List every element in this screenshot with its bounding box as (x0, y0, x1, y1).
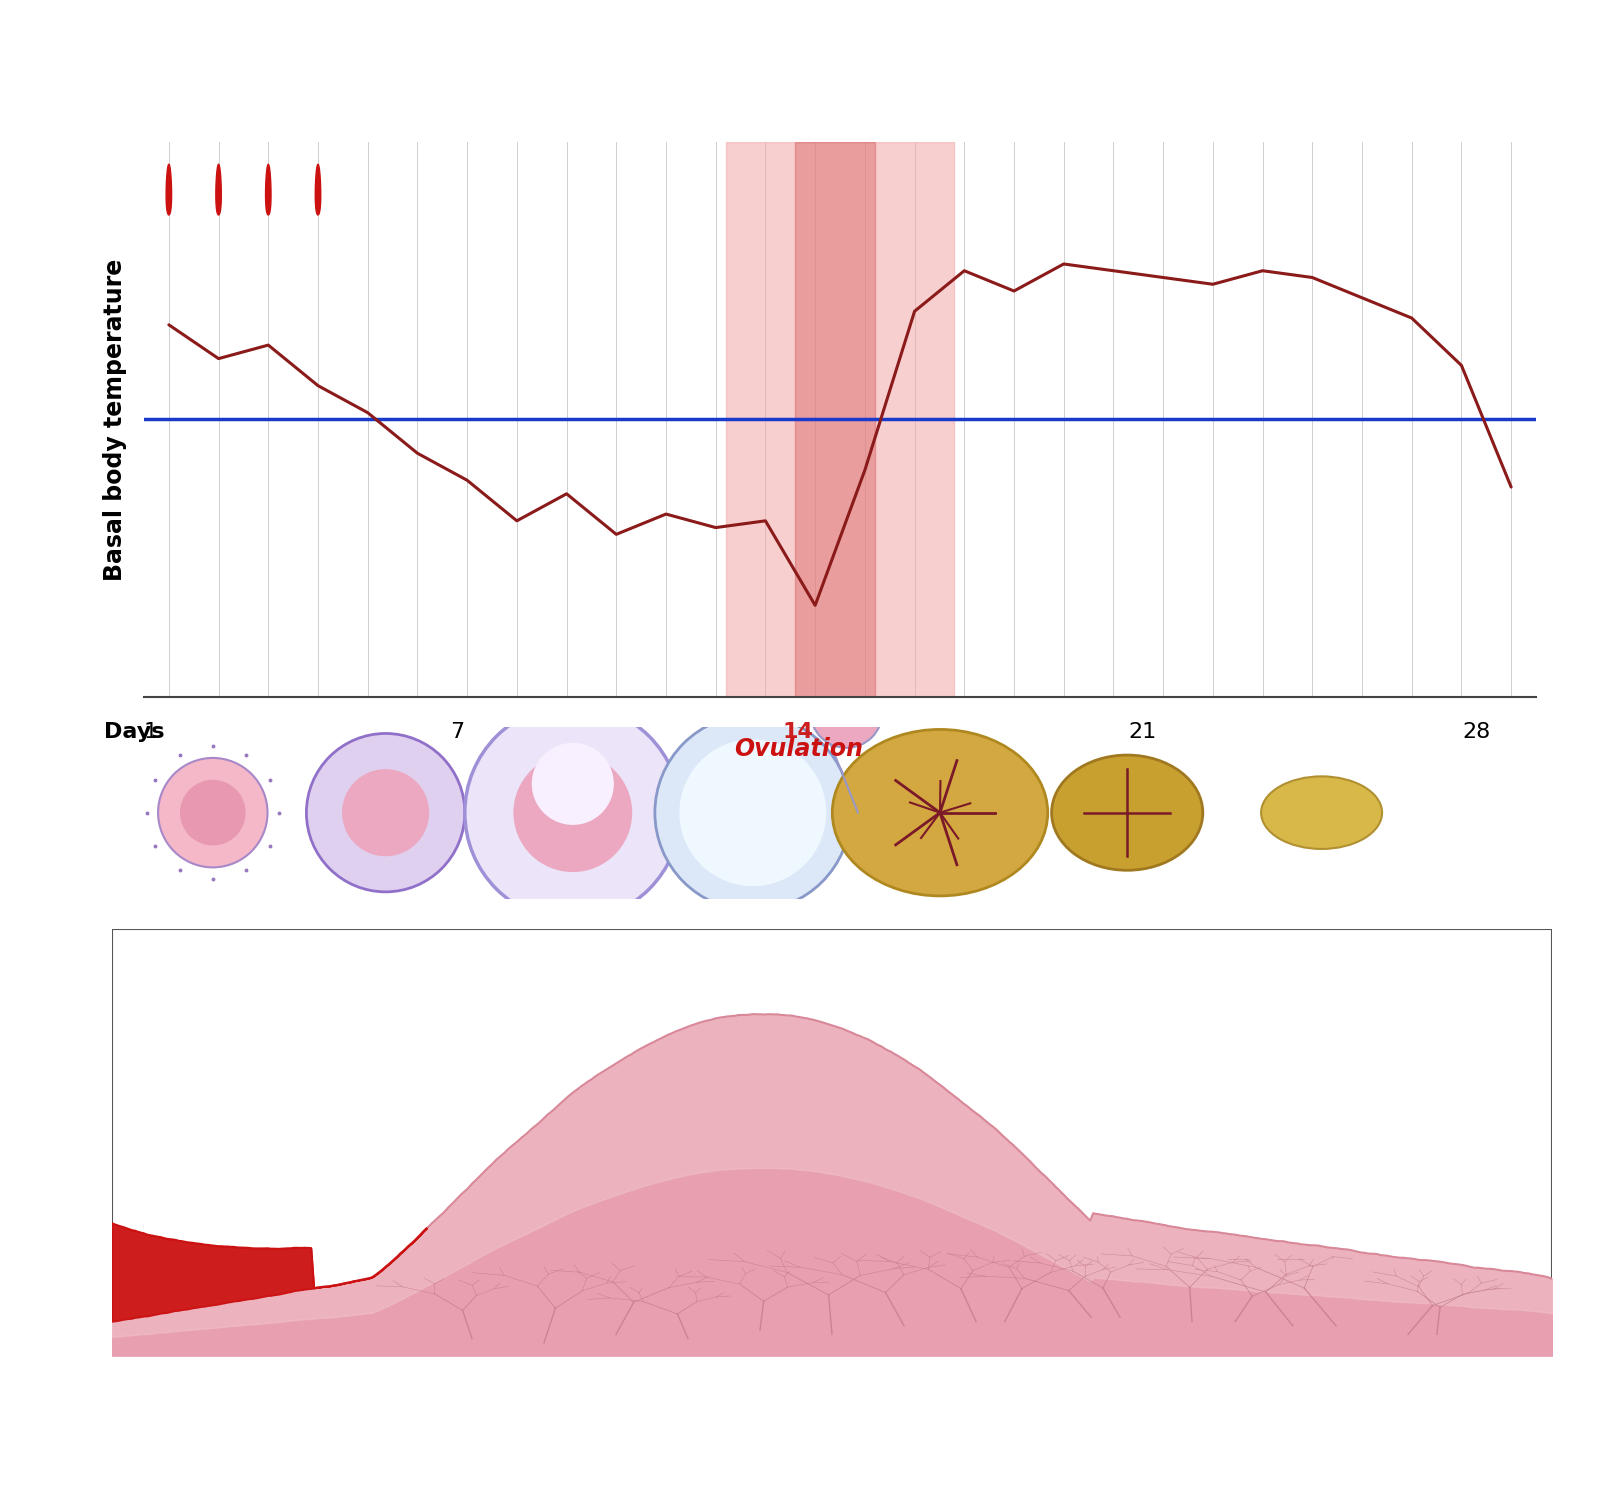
Ellipse shape (810, 676, 883, 748)
Text: 21: 21 (1128, 722, 1157, 742)
Bar (726, 142, 954, 697)
Ellipse shape (179, 780, 246, 845)
Y-axis label: Basal body temperature: Basal body temperature (104, 258, 128, 581)
Bar (795, 142, 875, 697)
Text: Ovulation: Ovulation (734, 737, 862, 761)
Ellipse shape (654, 715, 851, 911)
Ellipse shape (307, 734, 466, 891)
Ellipse shape (680, 739, 826, 887)
Ellipse shape (531, 743, 614, 825)
Ellipse shape (1261, 776, 1382, 849)
Polygon shape (166, 165, 171, 214)
Polygon shape (315, 165, 320, 214)
Ellipse shape (832, 730, 1048, 896)
Text: 28: 28 (1462, 722, 1491, 742)
Ellipse shape (158, 758, 267, 867)
Polygon shape (266, 165, 270, 214)
Ellipse shape (466, 704, 682, 921)
Text: 14: 14 (782, 722, 814, 742)
Polygon shape (216, 165, 221, 214)
Text: 7: 7 (451, 722, 464, 742)
Ellipse shape (1051, 755, 1203, 870)
Text: Days: Days (104, 722, 165, 742)
Ellipse shape (514, 753, 632, 872)
Text: 1: 1 (144, 722, 157, 742)
Ellipse shape (342, 768, 429, 857)
